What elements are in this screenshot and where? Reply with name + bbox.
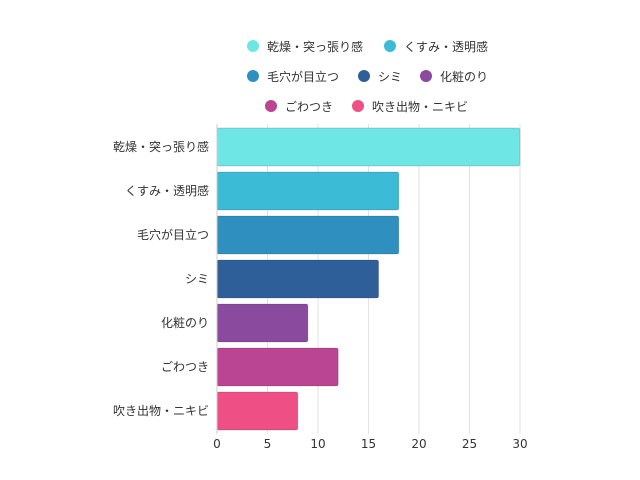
- legend-swatch-0: [247, 40, 259, 52]
- legend-label-1: くすみ・透明感: [404, 39, 489, 54]
- category-label-5: ごわつき: [161, 359, 209, 374]
- legend-item-0[interactable]: 乾燥・突っ張り感: [247, 36, 363, 56]
- category-label-4: 化粧のり: [161, 316, 209, 330]
- legend-swatch-3: [358, 70, 370, 82]
- bar-3: [216, 259, 380, 299]
- legend-label-5: ごわつき: [285, 99, 334, 114]
- bar-6: [216, 391, 299, 431]
- category-label-1: くすみ・透明感: [125, 183, 209, 198]
- bar-2: [216, 215, 400, 255]
- x-tick-label-1: 5: [264, 437, 272, 451]
- x-tick-label-6: 30: [512, 437, 527, 451]
- bar-1: [216, 171, 400, 211]
- legend-item-2[interactable]: 毛穴が目立つ: [247, 66, 339, 86]
- bar-0: [216, 127, 521, 167]
- legend: 乾燥・突っ張り感 くすみ・透明感 毛穴が目立つ シミ 化粧のり ごわつき 吹き出…: [0, 0, 640, 120]
- legend-item-6[interactable]: 吹き出物・ニキビ: [352, 96, 468, 116]
- x-tick-label-4: 20: [411, 437, 426, 451]
- x-tick-label-3: 15: [361, 437, 376, 451]
- x-tick-label-0: 0: [213, 437, 221, 451]
- legend-label-6: 吹き出物・ニキビ: [372, 99, 469, 114]
- legend-label-3: シミ: [378, 69, 403, 84]
- legend-swatch-4: [420, 70, 432, 82]
- legend-swatch-2: [247, 70, 259, 82]
- category-label-6: 吹き出物・ニキビ: [113, 404, 209, 418]
- category-label-2: 毛穴が目立つ: [137, 227, 209, 242]
- bar-5: [216, 347, 339, 387]
- legend-item-5[interactable]: ごわつき: [265, 96, 333, 116]
- legend-swatch-6: [352, 100, 364, 112]
- bar-4: [216, 303, 309, 343]
- x-tick-label-2: 10: [310, 437, 325, 451]
- legend-label-4: 化粧のり: [440, 69, 489, 84]
- legend-item-1[interactable]: くすみ・透明感: [384, 36, 488, 56]
- legend-swatch-1: [384, 40, 396, 52]
- legend-label-0: 乾燥・突っ張り感: [267, 39, 364, 54]
- category-label-3: シミ: [185, 272, 209, 286]
- category-label-0: 乾燥・突っ張り感: [113, 139, 209, 154]
- legend-item-4[interactable]: 化粧のり: [420, 66, 488, 86]
- legend-item-3[interactable]: シミ: [358, 66, 402, 86]
- legend-swatch-5: [265, 100, 277, 112]
- legend-label-2: 毛穴が目立つ: [267, 69, 340, 84]
- x-tick-label-5: 25: [462, 437, 477, 451]
